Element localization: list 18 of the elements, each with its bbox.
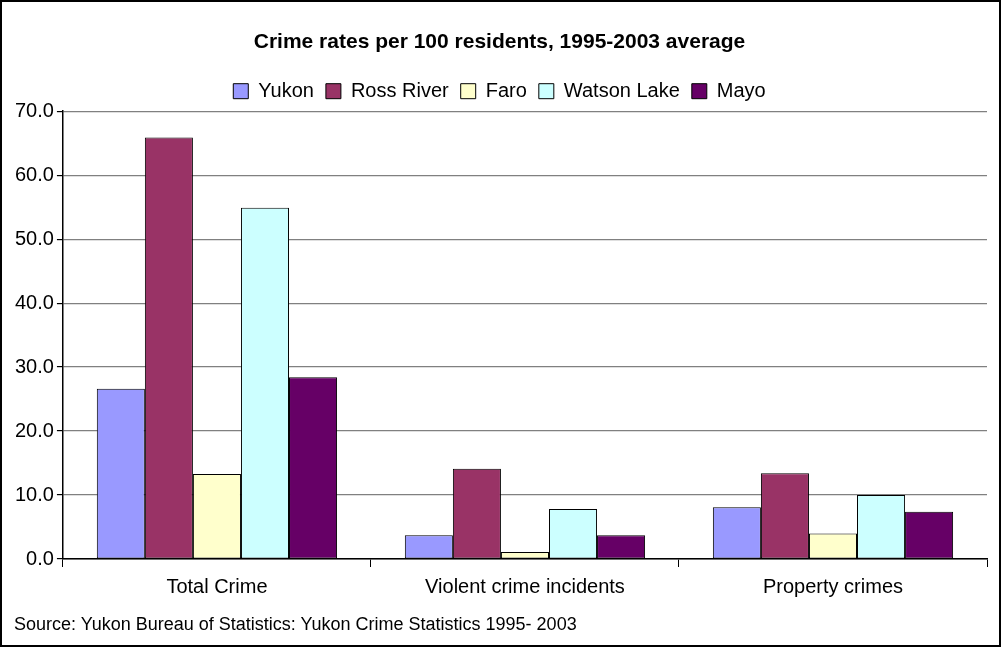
legend-label: Watson Lake [563,78,680,101]
y-tick-label: 20.0 [14,418,54,441]
y-tick-label: 40.0 [14,290,54,313]
y-tick-label: 50.0 [14,226,54,249]
y-tick-label: 60.0 [14,162,54,185]
x-tick-label: Total Crime [166,574,268,597]
chart-title: Crime rates per 100 residents, 1995-2003 average [253,29,746,53]
source-note: Source: Yukon Bureau of Statistics: Yukon Crime Statistics 1995- 2003 [14,614,577,635]
legend-label: Ross River [350,78,450,101]
y-tick-label: 0.0 [26,546,54,569]
y-tick-label: 10.0 [14,482,54,505]
legend-label: Yukon [258,78,314,101]
legend-label: Mayo [716,78,766,101]
y-tick-label: 70.0 [14,98,54,121]
x-tick-label: Violent crime incidents [425,574,625,597]
x-tick-label: Property crimes [762,574,903,597]
y-tick-label: 30.0 [14,354,54,377]
legend-label: Faro [485,78,527,101]
